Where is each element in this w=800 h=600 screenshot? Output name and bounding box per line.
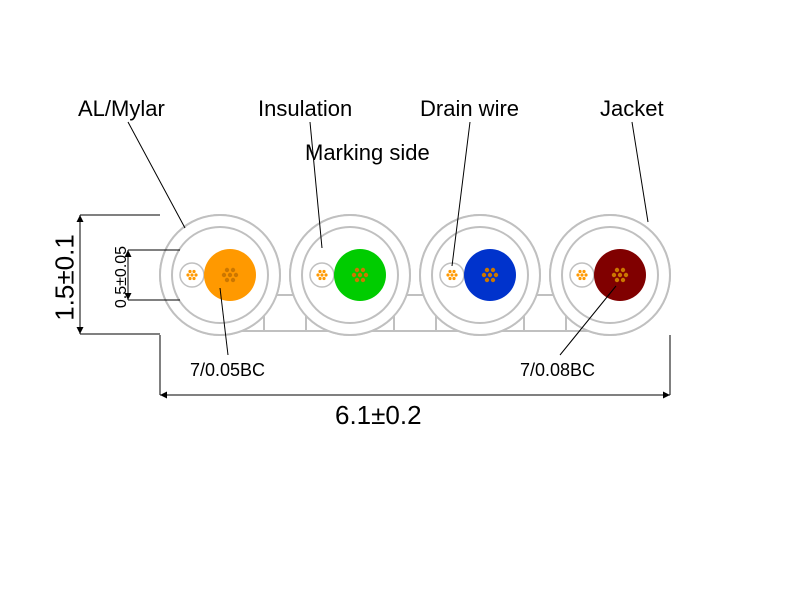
cable-diagram [0,0,800,600]
